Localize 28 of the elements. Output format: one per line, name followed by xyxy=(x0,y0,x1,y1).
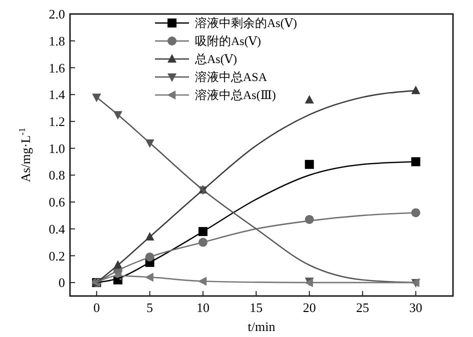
point xyxy=(304,160,314,169)
point xyxy=(411,157,420,166)
y-tick-label: 0.8 xyxy=(48,168,65,183)
y-tick-label: 1.6 xyxy=(48,60,66,76)
y-tick-label: 1.4 xyxy=(48,87,66,102)
legend-label: 溶液中总As(Ⅲ) xyxy=(195,88,276,102)
x-axis-title: t/min xyxy=(248,319,276,334)
y-tick-label: 0.6 xyxy=(48,194,66,210)
point xyxy=(92,94,102,102)
y-tick-label: 0.4 xyxy=(48,221,66,236)
x-tick-label: 15 xyxy=(250,300,263,315)
y-tick-label: 1.0 xyxy=(48,140,65,156)
x-tick-label: 20 xyxy=(302,300,316,315)
legend-label: 溶液中剩余的As(Ⅴ) xyxy=(195,16,297,30)
y-tick-label: 1.8 xyxy=(48,33,65,48)
x-tick-label: 0 xyxy=(93,300,100,315)
legend-label: 溶液中总ASA xyxy=(195,70,268,84)
legend-label: 总As(Ⅴ) xyxy=(194,52,237,66)
x-tick-label: 5 xyxy=(146,300,154,315)
x-tick-label: 30 xyxy=(409,300,422,315)
x-tick-label: 25 xyxy=(356,300,370,315)
y-tick-label: 1.2 xyxy=(48,114,65,129)
y-tick-label: 0 xyxy=(58,275,65,290)
y-tick-label: 0.2 xyxy=(48,248,65,264)
legend-label: 吸附的As(Ⅴ) xyxy=(195,34,261,48)
point xyxy=(304,94,314,104)
y-tick-label: 2.0 xyxy=(48,6,65,22)
x-tick-label: 10 xyxy=(196,300,210,315)
